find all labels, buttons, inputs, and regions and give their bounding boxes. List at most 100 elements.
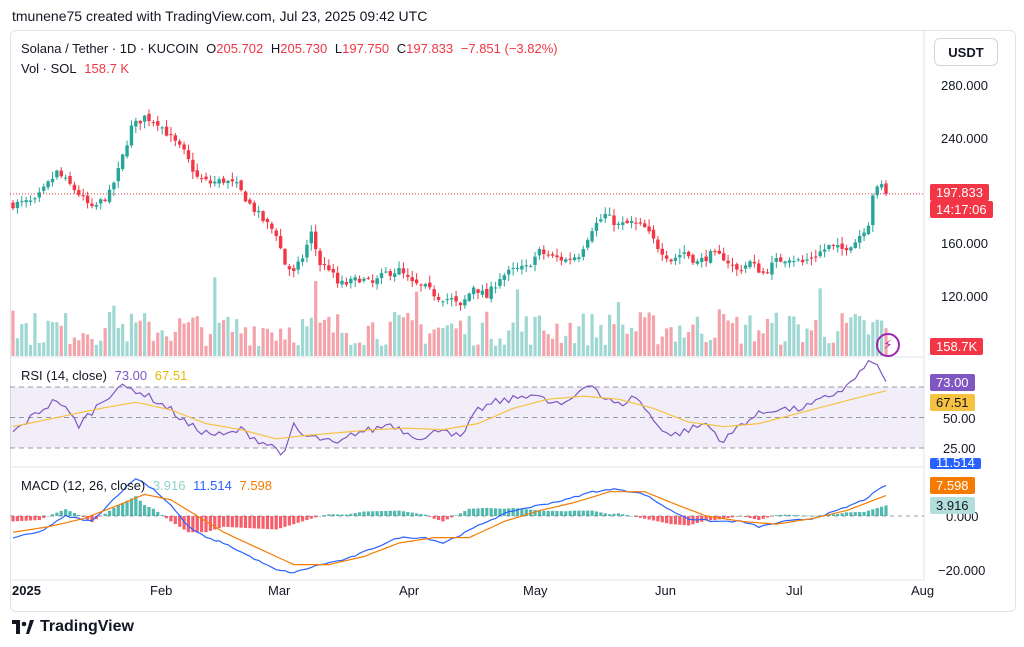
macd-histogram-bar bbox=[362, 511, 366, 516]
volume-bar bbox=[68, 343, 72, 356]
volume-bar bbox=[208, 333, 213, 356]
candle-body bbox=[261, 211, 265, 221]
macd-histogram-bar bbox=[533, 510, 537, 516]
volume-bar bbox=[722, 313, 726, 356]
candle-body bbox=[50, 178, 55, 183]
candle-body bbox=[160, 127, 164, 129]
macd-histogram-bar bbox=[318, 516, 322, 517]
candle-body bbox=[708, 250, 713, 263]
volume-bar bbox=[90, 338, 94, 356]
candle-body bbox=[743, 265, 748, 269]
time-axis-tick: Aug bbox=[911, 583, 935, 598]
macd-histogram-bar bbox=[665, 516, 669, 524]
macd-histogram-bar bbox=[818, 515, 822, 516]
volume-bar bbox=[836, 331, 840, 356]
macd-histogram-bar bbox=[450, 516, 454, 518]
volume-bar bbox=[261, 327, 265, 356]
macd-histogram-bar bbox=[524, 509, 528, 516]
candle-body bbox=[471, 287, 476, 295]
open-value: 205.702 bbox=[216, 41, 264, 56]
volume-bar bbox=[235, 319, 239, 356]
volume-bar bbox=[739, 343, 743, 356]
candle-body bbox=[134, 120, 138, 127]
volume-bar bbox=[287, 327, 291, 356]
price-axis-tick: 240.000 bbox=[941, 131, 988, 146]
volume-label[interactable]: Vol · SOL bbox=[21, 61, 77, 76]
macd-label[interactable]: MACD (12, 26, close) bbox=[21, 478, 146, 493]
volume-bar bbox=[265, 328, 270, 356]
candle-body bbox=[818, 251, 822, 257]
macd-histogram-bar bbox=[752, 516, 756, 520]
volume-bar bbox=[713, 337, 717, 356]
currency-button[interactable]: USDT bbox=[934, 38, 998, 66]
volume-bar bbox=[143, 313, 147, 356]
macd-histogram-bar bbox=[252, 516, 256, 529]
macd-histogram-bar bbox=[33, 516, 37, 521]
tradingview-icon bbox=[12, 620, 34, 634]
macd-histogram-bar bbox=[612, 513, 616, 516]
candle-body bbox=[195, 170, 199, 177]
macd-histogram-bar bbox=[476, 508, 480, 516]
macd-histogram-bar bbox=[50, 514, 55, 516]
candle-body bbox=[274, 230, 278, 237]
candle-body bbox=[862, 232, 866, 237]
volume-bar bbox=[831, 342, 835, 356]
macd-histogram-bar bbox=[586, 510, 590, 516]
volume-bar bbox=[467, 316, 471, 356]
candle-body bbox=[507, 269, 511, 275]
macd-histogram-bar bbox=[107, 510, 112, 516]
candle-body bbox=[15, 201, 20, 209]
lightning-icon[interactable]: ⚡ bbox=[876, 333, 900, 357]
volume-bar bbox=[406, 312, 410, 356]
macd-histogram-bar bbox=[796, 515, 800, 516]
volume-bar bbox=[362, 344, 366, 356]
candle-body bbox=[296, 261, 300, 270]
volume-bar bbox=[336, 314, 340, 356]
macd-histogram-bar bbox=[116, 505, 120, 516]
candle-body bbox=[401, 268, 406, 274]
candle-body bbox=[638, 222, 643, 224]
candle-body bbox=[831, 244, 836, 246]
candle-body bbox=[81, 195, 85, 197]
candle-body bbox=[721, 253, 726, 261]
candle-body bbox=[585, 240, 590, 248]
volume-bar bbox=[274, 340, 278, 356]
macd-histogram-bar bbox=[862, 511, 866, 516]
candle-body bbox=[568, 258, 572, 260]
volume-bar bbox=[99, 340, 103, 356]
candle-body bbox=[559, 256, 564, 261]
candle-body bbox=[357, 278, 362, 283]
candle-body bbox=[362, 278, 366, 281]
symbol-label[interactable]: Solana / Tether · 1D · KUCOIN bbox=[21, 41, 199, 56]
macd-histogram-bar bbox=[520, 508, 524, 516]
volume-bar bbox=[638, 312, 642, 356]
chart-credit: tmunene75 created with TradingView.com, … bbox=[12, 8, 428, 24]
macd-histogram-bar bbox=[138, 500, 142, 516]
candle-body bbox=[349, 278, 353, 284]
volume-bar bbox=[550, 338, 555, 356]
candle-body bbox=[147, 113, 151, 122]
candle-body bbox=[164, 126, 169, 136]
macd-histogram-bar bbox=[827, 514, 831, 516]
volume-bar bbox=[744, 324, 748, 356]
volume-bar bbox=[33, 313, 37, 356]
brand-name: TradingView bbox=[40, 618, 134, 635]
candle-body bbox=[656, 239, 660, 250]
rsi-label[interactable]: RSI (14, close) bbox=[21, 368, 107, 383]
macd-histogram-bar bbox=[577, 510, 581, 516]
volume-bar bbox=[393, 312, 397, 356]
macd-histogram-bar bbox=[673, 516, 678, 525]
volume-bar bbox=[55, 322, 59, 356]
macd-histogram-bar bbox=[502, 508, 506, 516]
volume-bar bbox=[586, 345, 590, 356]
volume-bar bbox=[314, 280, 318, 356]
macd-histogram-bar bbox=[322, 515, 327, 516]
volume-bar bbox=[423, 343, 427, 356]
macd-histogram-bar bbox=[801, 515, 805, 517]
volume-bar bbox=[151, 340, 155, 356]
volume-bar bbox=[844, 322, 849, 356]
candle-body bbox=[542, 249, 546, 255]
candle-body bbox=[77, 190, 81, 195]
candle-body bbox=[178, 141, 182, 145]
